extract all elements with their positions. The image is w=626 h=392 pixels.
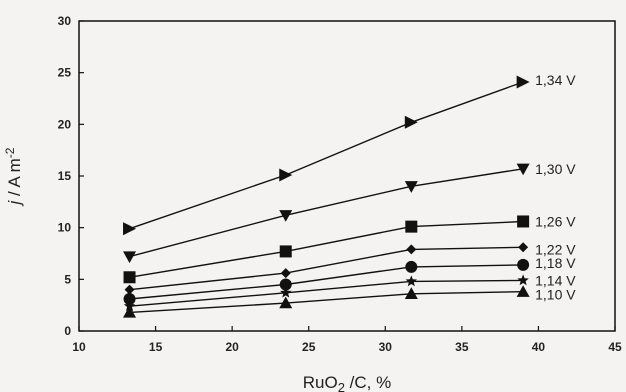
series-line xyxy=(129,168,524,258)
y-axis-ticks: 0 5 10 15 20 25 30 xyxy=(58,14,84,338)
data-point xyxy=(516,285,530,297)
data-point xyxy=(517,274,529,286)
y-tick-label: 20 xyxy=(58,117,72,131)
series-label: 1,30 V xyxy=(535,161,576,177)
data-point xyxy=(516,75,530,89)
series-layer xyxy=(123,75,530,318)
series-label: 1,10 V xyxy=(535,287,576,303)
series-110v xyxy=(123,285,530,318)
x-tick-label: 15 xyxy=(149,340,163,354)
series-line xyxy=(129,81,524,230)
series-line xyxy=(129,220,524,278)
data-point xyxy=(517,215,530,228)
series-126v xyxy=(123,215,530,284)
data-point xyxy=(279,245,292,258)
y-tick-label: 30 xyxy=(58,14,72,28)
data-point xyxy=(123,305,137,318)
x-axis-title: RuO2 /C, % xyxy=(303,373,392,392)
data-point xyxy=(518,242,529,253)
series-122v xyxy=(124,242,529,295)
data-point xyxy=(279,278,292,291)
y-tick-label: 10 xyxy=(58,221,72,235)
series-labels: 1,34 V 1,30 V 1,26 V 1,22 V1,18 V1,14 V1,10… xyxy=(535,72,576,303)
series-line xyxy=(129,246,524,291)
data-point xyxy=(405,275,417,287)
x-tick-label: 45 xyxy=(608,340,622,354)
data-point xyxy=(405,260,418,273)
data-point xyxy=(517,258,530,271)
data-point xyxy=(280,268,291,279)
y-axis-title: j / A m-2 xyxy=(3,147,24,206)
series-label: 1,34 V xyxy=(535,72,576,88)
y-tick-label: 0 xyxy=(64,324,71,338)
data-point xyxy=(280,286,292,298)
series-130v xyxy=(123,163,530,264)
x-tick-label: 20 xyxy=(225,340,239,354)
data-point xyxy=(123,271,136,284)
x-tick-label: 25 xyxy=(302,340,316,354)
x-tick-label: 40 xyxy=(532,340,546,354)
y-tick-label: 5 xyxy=(64,272,71,286)
data-point xyxy=(123,251,137,264)
data-point xyxy=(279,168,293,182)
x-tick-label: 30 xyxy=(379,340,393,354)
x-tick-label: 35 xyxy=(455,340,469,354)
x-tick-label: 10 xyxy=(72,340,86,354)
series-label: 1,22 V xyxy=(535,241,576,257)
series-114v xyxy=(123,274,529,312)
data-point xyxy=(124,284,135,295)
series-label: 1,18 V xyxy=(535,255,576,271)
data-point xyxy=(516,163,530,176)
data-point xyxy=(404,181,418,193)
y-tick-label: 25 xyxy=(58,66,72,80)
series-118v xyxy=(123,258,530,305)
data-point xyxy=(405,220,418,233)
x-axis-ticks: 10 15 20 25 30 35 40 45 xyxy=(72,326,622,354)
data-point xyxy=(279,210,293,222)
data-point xyxy=(279,296,293,309)
series-label: 1,14 V xyxy=(535,272,576,288)
series-label: 1,26 V xyxy=(535,213,576,229)
data-point xyxy=(123,222,137,236)
data-point xyxy=(123,300,136,312)
series-134v xyxy=(123,75,530,236)
y-tick-label: 15 xyxy=(58,169,72,183)
data-point xyxy=(123,292,136,305)
series-line xyxy=(129,279,524,307)
series-line xyxy=(129,264,524,300)
data-point xyxy=(406,244,417,255)
data-point xyxy=(404,287,418,299)
data-point xyxy=(404,115,418,129)
series-line xyxy=(129,291,524,314)
